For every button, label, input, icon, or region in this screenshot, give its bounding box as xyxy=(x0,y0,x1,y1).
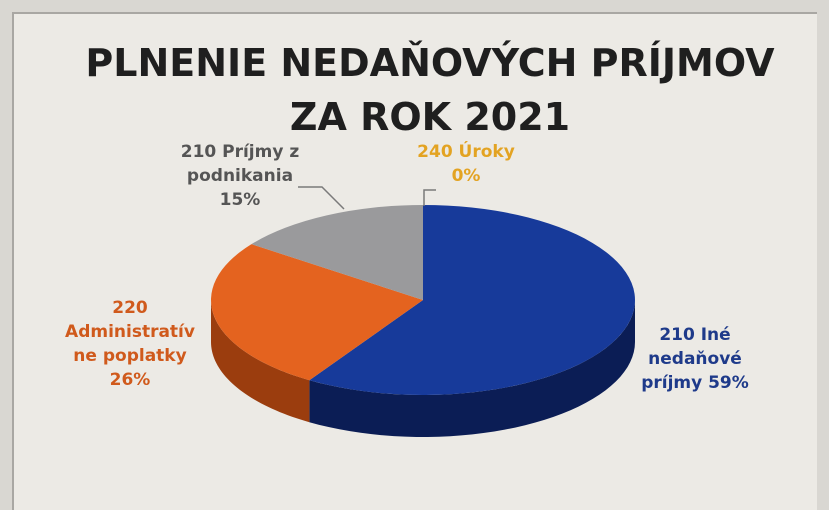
slice-label-3: 240 Úroky 0% xyxy=(417,140,515,186)
pie-sides xyxy=(211,300,635,437)
slice-label-2-line-2: 15% xyxy=(220,190,261,210)
pie-side-1 xyxy=(211,300,310,423)
pie-slice-1 xyxy=(211,244,423,381)
leader-line-podnikanie xyxy=(298,186,345,210)
pie-tops xyxy=(211,205,635,395)
pie-slice-2 xyxy=(251,205,423,300)
slice-label-2-line-0: 210 Príjmy z xyxy=(181,142,300,162)
slice-label-2: 210 Príjmy z podnikania 15% xyxy=(181,142,300,210)
slice-label-3-line-0: 240 Úroky xyxy=(417,140,515,162)
pie-side-0 xyxy=(309,300,635,437)
slice-label-1: 220 Administratív ne poplatky 26% xyxy=(65,298,195,390)
chart-title-line-1: PLNENIE NEDAŇOVÝCH PRÍJMOV xyxy=(85,41,775,85)
slice-label-0-line-2: príjmy 59% xyxy=(641,373,749,393)
slice-label-1-line-0: 220 xyxy=(112,298,148,318)
slice-label-1-line-3: 26% xyxy=(110,370,151,390)
pie-slice-0 xyxy=(309,205,635,395)
slice-label-1-line-1: Administratív xyxy=(65,322,195,342)
leader-lines xyxy=(298,186,436,210)
slice-label-1-line-2: ne poplatky xyxy=(73,346,186,366)
leader-line-uroky xyxy=(423,189,436,206)
slice-labels: 210 Iné nedaňové príjmy 59% 220 Administratí… xyxy=(65,140,749,393)
slice-label-0-line-0: 210 Iné xyxy=(659,325,730,345)
slice-label-3-line-1: 0% xyxy=(452,166,481,186)
slice-label-0-line-1: nedaňové xyxy=(648,349,742,369)
slice-label-2-line-1: podnikania xyxy=(187,166,293,186)
slice-label-0: 210 Iné nedaňové príjmy 59% xyxy=(641,325,749,393)
chart-title-line-2: ZA ROK 2021 xyxy=(290,95,570,139)
